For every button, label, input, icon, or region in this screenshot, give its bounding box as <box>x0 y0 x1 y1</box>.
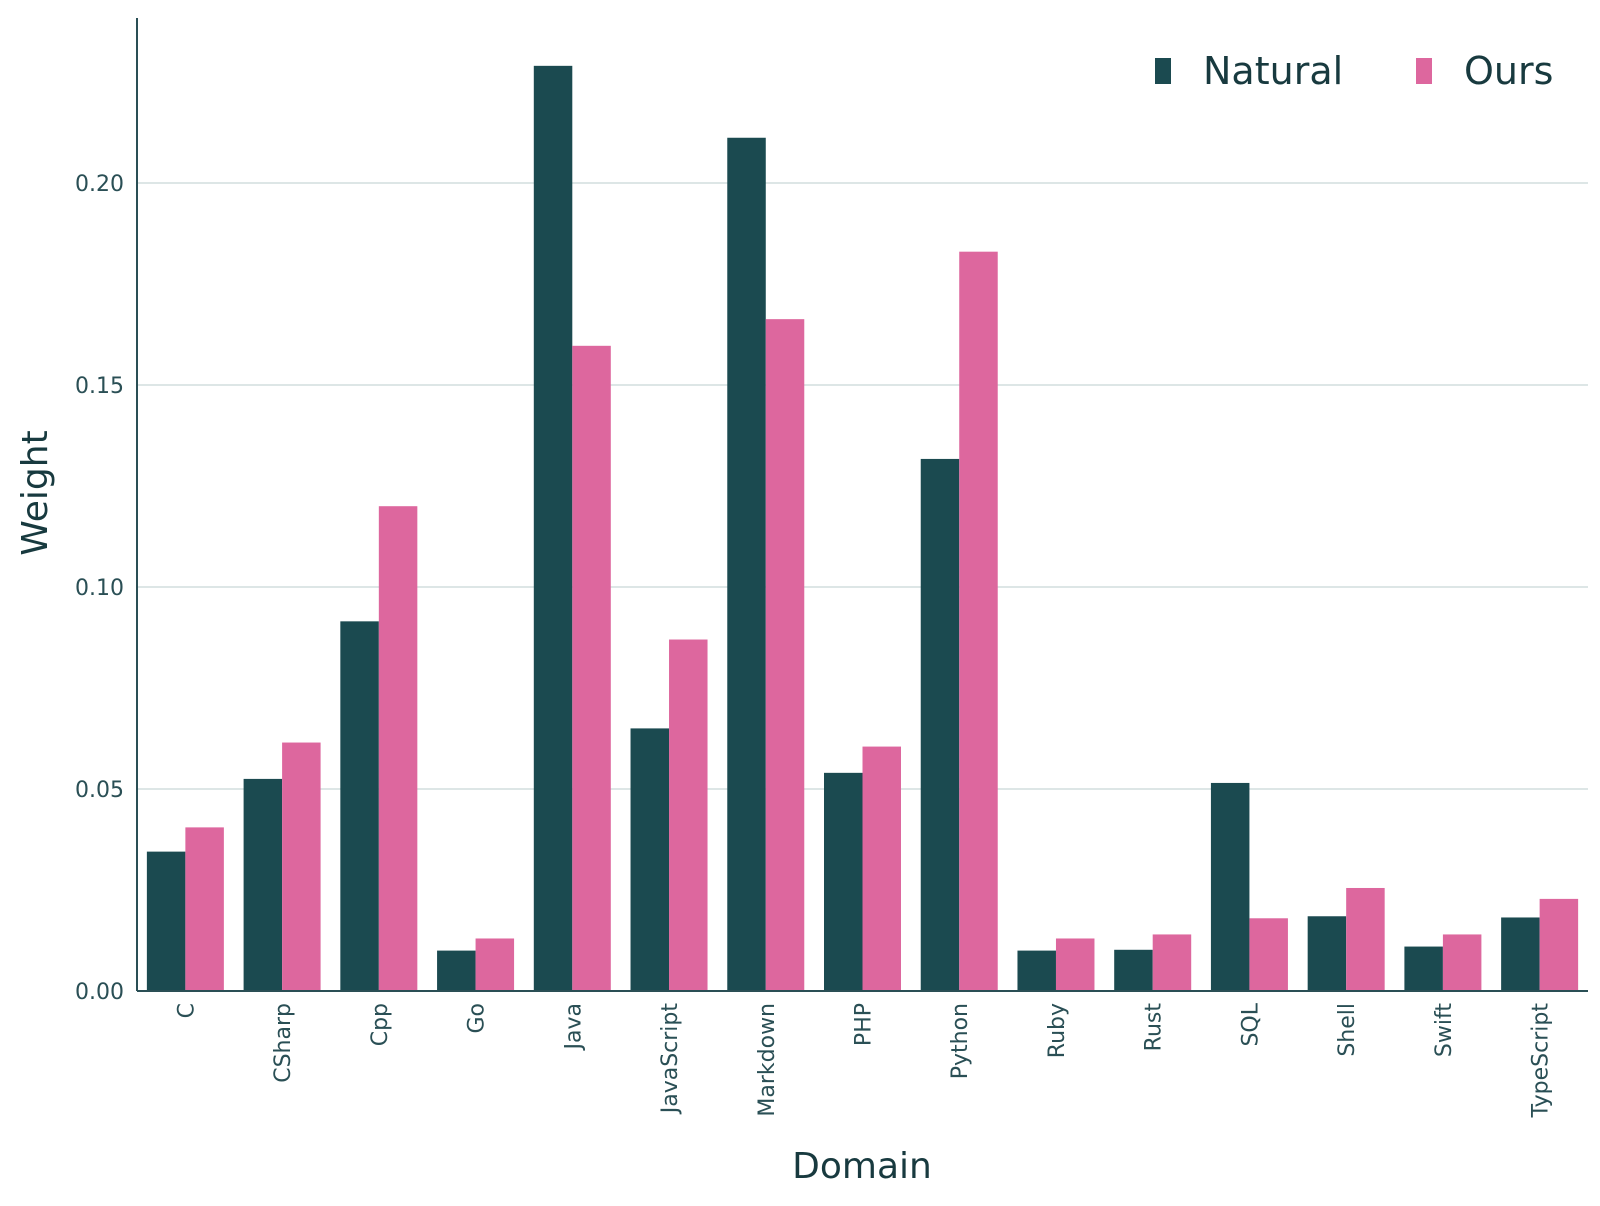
x-tick-label: SQL <box>1238 1002 1263 1046</box>
bar-natural-csharp <box>243 778 283 991</box>
legend-label-ours: Ours <box>1464 49 1553 93</box>
bar-natural-typescript <box>1501 917 1540 991</box>
bar-ours-php <box>862 746 901 991</box>
bar-ours-rust <box>1152 934 1192 991</box>
legend-label-natural: Natural <box>1203 49 1343 93</box>
bar-ours-ruby <box>1055 938 1095 991</box>
y-tick-label: 0.00 <box>75 980 124 1005</box>
bar-natural-go <box>437 950 476 991</box>
y-tick-labels: 0.00 0.05 0.10 0.15 0.20 <box>75 172 124 1005</box>
x-tick-label: Shell <box>1335 1003 1360 1057</box>
legend-swatch-natural <box>1155 58 1171 84</box>
bar-ours-javascript <box>669 639 708 991</box>
y-axis-title: Weight <box>15 430 56 555</box>
bar-ours-sql <box>1249 918 1288 991</box>
bar-natural-markdown <box>727 137 766 991</box>
bar-ours-swift <box>1442 934 1482 991</box>
y-tick-label: 0.05 <box>75 778 124 803</box>
x-tick-label: Java <box>561 1003 586 1051</box>
bar-natural-php <box>824 772 863 991</box>
x-tick-label: PHP <box>852 1003 877 1046</box>
bar-ours-cpp <box>378 506 418 991</box>
bar-ours-python <box>959 251 998 991</box>
x-tick-label: Python <box>948 1003 973 1079</box>
bar-natural-python <box>920 458 960 991</box>
bar-natural-swift <box>1404 946 1443 991</box>
bar-natural-java <box>533 65 573 992</box>
bar-natural-shell <box>1307 916 1347 991</box>
x-tick-label: Swift <box>1432 1003 1457 1057</box>
legend: Natural Ours <box>1155 49 1553 93</box>
bar-natural-javascript <box>630 728 670 991</box>
x-tick-label: TypeScript <box>1529 1003 1554 1119</box>
legend-swatch-ours <box>1416 58 1432 84</box>
x-axis-title: Domain <box>792 1146 932 1187</box>
axes <box>136 18 1588 992</box>
x-tick-label: Rust <box>1142 1003 1167 1052</box>
bar-natural-cpp <box>340 621 379 991</box>
x-tick-label: C <box>174 1003 199 1018</box>
x-tick-label: Go <box>465 1003 490 1034</box>
bar-ours-markdown <box>765 319 805 991</box>
bar-ours-csharp <box>282 742 321 991</box>
bar-natural-sql <box>1210 782 1250 991</box>
bars <box>146 65 1579 992</box>
bar-ours-java <box>572 345 611 991</box>
bar-ours-c <box>185 827 224 991</box>
bar-natural-rust <box>1114 949 1153 991</box>
x-tick-label: CSharp <box>271 1003 296 1083</box>
y-tick-label: 0.20 <box>75 172 124 197</box>
y-tick-label: 0.10 <box>75 576 124 601</box>
x-tick-label: Ruby <box>1045 1003 1070 1058</box>
x-tick-label: Markdown <box>755 1003 780 1117</box>
bar-ours-go <box>475 938 515 991</box>
x-tick-label: Cpp <box>368 1003 393 1046</box>
bar-natural-c <box>146 851 186 991</box>
bar-natural-ruby <box>1017 950 1056 991</box>
bar-ours-shell <box>1346 887 1385 991</box>
bar-ours-typescript <box>1539 898 1579 991</box>
x-tick-labels: C CSharp Cpp Go Java JavaScript Markdown PHP Pyt… <box>174 1002 1553 1118</box>
x-tick-label: JavaScript <box>658 1003 683 1116</box>
y-tick-label: 0.15 <box>75 374 124 399</box>
